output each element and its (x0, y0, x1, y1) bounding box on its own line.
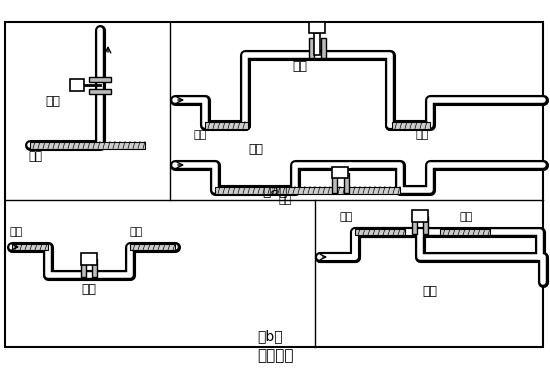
Bar (344, 173, 349, 193)
Text: 错误: 错误 (422, 285, 437, 298)
Text: （b）: （b） (257, 329, 283, 343)
Bar (89, 76, 111, 81)
Text: 错误: 错误 (248, 143, 263, 156)
Text: 气泡: 气泡 (130, 227, 143, 237)
Bar (309, 38, 313, 58)
Bar (5, 22, 543, 347)
Bar (81, 259, 86, 277)
Bar (130, 244, 175, 250)
Text: 气泡: 气泡 (10, 227, 23, 237)
Text: 正确: 正确 (45, 95, 60, 108)
Bar (70, 79, 84, 91)
Bar (89, 88, 111, 93)
Bar (205, 122, 248, 129)
Bar (423, 216, 428, 234)
Bar (81, 253, 97, 265)
Text: 液体: 液体 (415, 130, 428, 140)
Bar (412, 216, 417, 234)
Text: 气泡: 气泡 (340, 212, 353, 222)
Bar (355, 229, 405, 235)
Bar (321, 38, 326, 58)
Bar (412, 210, 428, 222)
Text: 正确: 正确 (81, 283, 96, 296)
Bar (440, 229, 490, 235)
Bar (309, 22, 325, 33)
Bar (30, 141, 145, 148)
Bar (314, 33, 320, 55)
Text: 液体: 液体 (28, 150, 42, 163)
Bar (215, 186, 400, 194)
Text: 气泡: 气泡 (460, 212, 473, 222)
Text: 液体: 液体 (278, 195, 292, 205)
Text: （a）: （a） (262, 184, 288, 198)
Bar (332, 173, 337, 193)
Text: 图（四）: 图（四） (257, 348, 293, 363)
Bar (92, 259, 97, 277)
Text: 液体: 液体 (193, 130, 206, 140)
Bar (332, 167, 348, 178)
Bar (392, 122, 430, 129)
Bar (12, 244, 48, 250)
Text: 正确: 正确 (293, 60, 307, 73)
